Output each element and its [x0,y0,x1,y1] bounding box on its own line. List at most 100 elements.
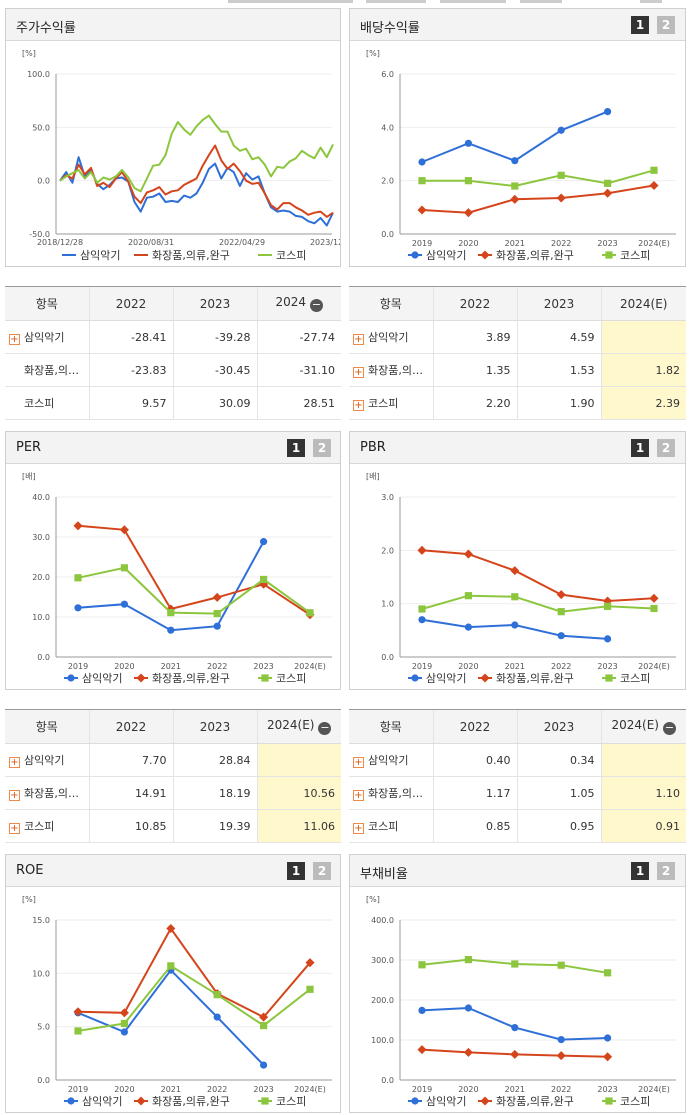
table-cell: 9.57 [88,386,173,420]
row-name: + 화장품,의… [349,776,433,810]
legend-label: 코스피 [620,1095,650,1108]
column-header-label: 2024 [275,295,307,309]
y-tick-label: 100.0 [371,1036,394,1045]
table-cell: 18.19 [172,776,257,810]
view-2-button[interactable]: 2 [313,439,331,457]
series-1-point [557,126,565,134]
series-3-point [74,1027,82,1035]
plus-icon[interactable]: + [353,400,364,411]
legend-label: 삼익악기 [82,672,122,685]
series-2-line [77,926,311,1019]
panel-header: 주가수익률 [6,9,340,41]
x-tick-label: 2020 [458,239,478,248]
series-2-point [603,188,613,198]
series-3-point [605,674,613,682]
column-header: 2024(E) − [256,709,341,744]
view-1-button[interactable]: 1 [287,439,305,457]
series-3-line [422,169,655,188]
row-name-label: 화장품,의… [24,364,79,377]
pbr-chart: [배] 3.0 2.0 1.0 0.0 2019 2020 2021 2022 2023 2024(… [366,472,676,685]
y-tick-label: 20.0 [32,573,50,582]
series-3-point [260,575,268,584]
row-name-label: 코스피 [368,397,399,410]
series-1-point [604,635,612,643]
panel-header: 배당수익률 1 2 [350,9,685,41]
unit-label: [배] [22,472,36,481]
view-1-button[interactable]: 1 [631,862,649,880]
view-2-button[interactable]: 2 [313,862,331,880]
view-1-button[interactable]: 1 [631,439,649,457]
series-2-line [421,549,655,603]
table-cell: -28.41 [88,320,173,354]
series-1-point [464,139,472,147]
series-2-point [417,545,427,555]
y-tick-label: 0.0 [37,1076,50,1085]
view-2-button[interactable]: 2 [657,16,675,34]
view-2-button[interactable]: 2 [657,439,675,457]
series-2-line [59,144,334,218]
plus-icon[interactable]: + [353,757,364,768]
x-tick-label: 2019 [412,662,432,671]
x-tick-label: 2019 [68,662,88,671]
plus-icon[interactable]: + [9,757,20,768]
series-2-point [510,566,520,576]
series-2-point [463,1047,473,1057]
series-3-point [464,592,472,600]
unit-label: [%] [22,49,36,58]
table-cell: 0.34 [516,743,601,777]
row-name: + 코스피 [349,386,433,420]
column-header: 2022 [88,709,173,744]
plus-icon[interactable]: + [9,790,20,801]
series-2-point [480,1096,490,1106]
table-row: + 삼익악기 0.40 0.34 [349,743,686,777]
panel-header: PER 1 2 [6,432,340,464]
plus-icon[interactable]: + [353,790,364,801]
series-3-point [557,171,565,179]
series-1-point [74,604,82,612]
series-3-point [213,610,221,618]
view-1-button[interactable]: 1 [287,862,305,880]
column-header: 2024− [256,286,341,321]
series-2-point [305,958,315,968]
table-cell: 0.95 [516,809,601,843]
row-name-label: 화장품,의… [24,787,79,800]
x-tick-label: 2024(E) [638,1085,670,1094]
minus-icon[interactable]: − [662,721,676,735]
series-3-point [213,991,221,999]
table-cell: 1.17 [432,776,517,810]
table-cell: 10.85 [88,809,173,843]
y-tick-label: 200.0 [371,996,394,1005]
panel-title: 주가수익률 [16,21,76,36]
view-2-button[interactable]: 2 [657,862,675,880]
minus-icon[interactable]: − [318,721,332,735]
table-cell: 14.91 [88,776,173,810]
plus-icon[interactable]: + [353,823,364,834]
minus-icon[interactable]: − [310,298,324,312]
row-name-label: 화장품,의… [368,787,423,800]
column-header: 항목 [5,709,89,744]
series-1-point [604,108,612,116]
series-2-point [649,180,659,190]
view-1-button[interactable]: 1 [631,16,649,34]
series-1-point [418,1006,426,1014]
series-2-point [556,193,566,203]
table-cell: 11.06 [256,809,341,843]
series-2-point [212,592,222,602]
plus-icon[interactable]: + [353,367,364,378]
chart-panel-debt-ratio: 부채비율 1 2 [%] 400.0 300.0 200.0 100.0 0.0 2019 2… [349,854,686,1113]
series-3-point [604,179,612,187]
plus-icon[interactable]: + [9,823,20,834]
table-cell: -39.28 [172,320,257,354]
series-3-line [421,594,655,613]
table-header-row: 항목 2022 2023 2024(E) [349,286,686,321]
legend-label: 코스피 [276,672,306,685]
plus-icon[interactable]: + [353,334,364,345]
row-name: 화장품,의… [5,353,89,387]
unit-label: [%] [366,895,380,904]
table-cell [256,743,341,777]
series-3-point [167,609,175,617]
legend-label: 삼익악기 [426,249,466,262]
legend-label: 화장품,의류,완구 [496,1095,574,1108]
plus-icon[interactable]: + [9,334,20,345]
x-tick-label: 2023 [253,662,273,671]
